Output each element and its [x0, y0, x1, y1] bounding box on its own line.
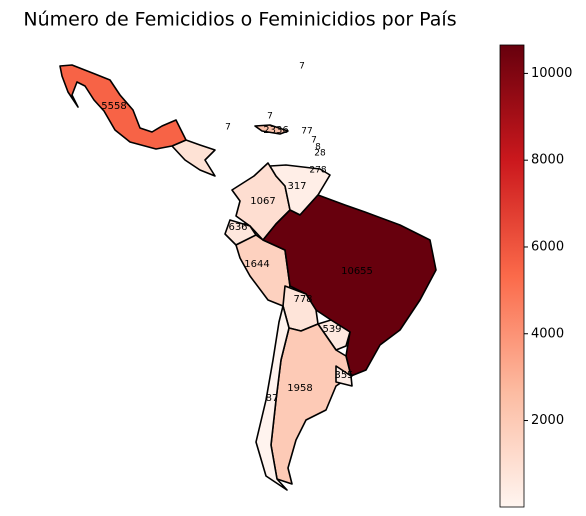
small-value-label: 8	[315, 143, 321, 153]
small-value-label: 7	[225, 123, 231, 133]
value-label: 355	[334, 370, 353, 381]
small-value-label: 28	[314, 149, 326, 159]
small-value-label: 7	[267, 112, 273, 122]
colorbar-tick-label: 4000	[531, 326, 564, 341]
country	[269, 164, 331, 216]
small-value-label: 278	[309, 166, 326, 176]
value-label: 5558	[101, 101, 126, 112]
value-label: 1958	[287, 383, 312, 394]
colorbar	[499, 44, 525, 508]
small-value-label: 77	[301, 127, 312, 137]
value-label: 317	[287, 181, 306, 192]
value-label: 1644	[244, 259, 269, 270]
map-title: Número de Femicidios o Feminicidios por …	[23, 9, 456, 31]
country	[255, 305, 290, 491]
colorbar-tick-label: 8000	[531, 153, 564, 168]
value-label: 87	[266, 393, 279, 404]
value-label: 539	[322, 324, 341, 335]
value-label: 1067	[250, 196, 275, 207]
colorbar-tick-label: 6000	[531, 239, 564, 254]
value-label: 636	[228, 222, 247, 233]
value-label: 778	[293, 294, 312, 305]
colorbar-tick-label: 2000	[531, 413, 564, 428]
colorbar-tick-label: 10000	[531, 66, 572, 81]
country	[59, 64, 187, 150]
small-value-label: 7	[311, 136, 317, 146]
small-value-label: 7	[299, 62, 305, 72]
country	[335, 365, 353, 387]
country	[262, 194, 437, 377]
country	[254, 124, 289, 135]
value-label: 2336	[263, 125, 288, 136]
value-label: 10655	[341, 266, 373, 277]
central-america	[171, 139, 216, 177]
